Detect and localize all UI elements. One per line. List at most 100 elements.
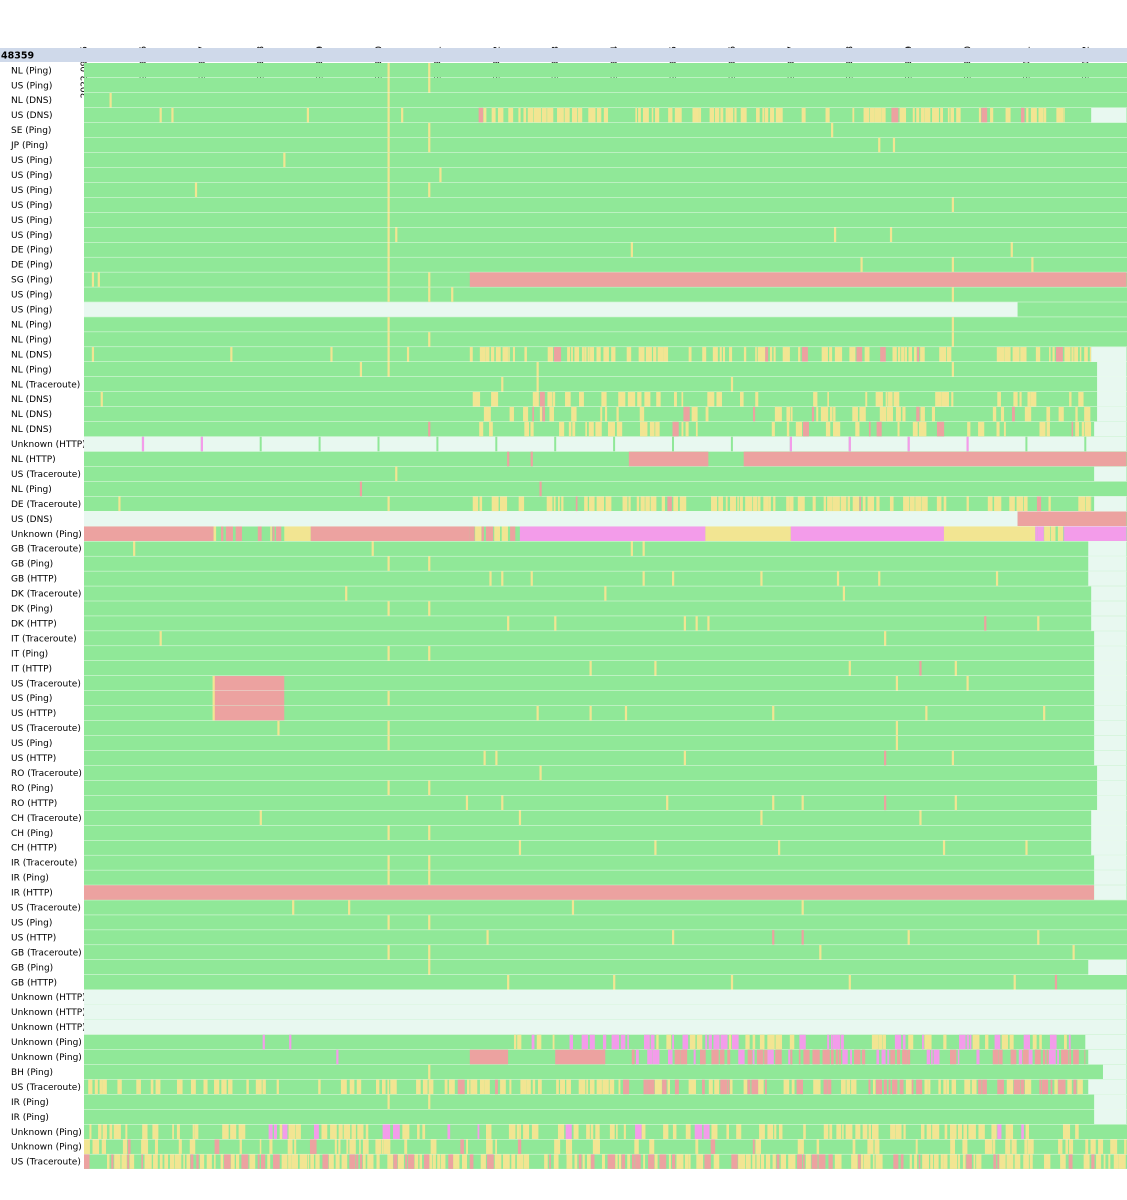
cell-stripe xyxy=(719,1049,725,1065)
row-label: US (Traceroute) xyxy=(11,1158,81,1168)
cell-stripe xyxy=(823,496,826,512)
cell-stripe xyxy=(789,1034,795,1050)
cell-stripe xyxy=(722,347,725,362)
cell-tick-warning xyxy=(1013,974,1016,990)
cell-stripe xyxy=(595,1124,600,1139)
cell-stripe xyxy=(849,347,856,362)
cell-stripe xyxy=(491,107,496,123)
cell-stripe xyxy=(900,1154,904,1169)
cell-stripe xyxy=(903,1124,906,1139)
cell-stripe xyxy=(936,421,945,437)
cell-stripe xyxy=(1005,1124,1014,1139)
cell-tick-warning xyxy=(666,795,669,811)
cell-tick-unknown xyxy=(200,436,203,452)
row-label: GB (Traceroute) xyxy=(11,948,82,958)
cell-stripe xyxy=(1050,1079,1053,1095)
cell-stripe xyxy=(950,1049,957,1065)
cell-stripe xyxy=(822,1049,830,1065)
cell-stripe xyxy=(931,406,935,422)
cell-tick-warning xyxy=(359,362,363,377)
cell-stripe xyxy=(246,1079,249,1095)
cell-no-data xyxy=(1094,720,1127,736)
cell-stripe xyxy=(996,347,1005,362)
cell-stripe xyxy=(460,1139,464,1154)
cell-stripe xyxy=(943,496,947,512)
cell-tick-warning xyxy=(819,945,822,960)
cell-stripe xyxy=(1027,391,1031,407)
cell-stripe xyxy=(622,496,628,512)
cell-stripe xyxy=(307,1154,310,1169)
cell-stripe xyxy=(1018,1049,1023,1065)
cell-stripe xyxy=(609,1124,615,1139)
cell-ok xyxy=(84,421,1127,437)
cell-stripe xyxy=(495,1079,498,1095)
cell-stripe xyxy=(192,1124,195,1139)
cell-stripe xyxy=(472,496,479,512)
cell-ok xyxy=(84,720,1127,736)
cell-stripe xyxy=(512,347,515,362)
cell-tick-warning xyxy=(630,541,633,556)
cell-stripe xyxy=(1006,1154,1014,1169)
cell-stripe xyxy=(1020,1079,1025,1095)
cell-stripe xyxy=(262,1079,266,1095)
row-label: US (Ping) xyxy=(11,694,52,704)
cell-stripe xyxy=(891,1079,898,1095)
cell-stripe xyxy=(144,1154,152,1169)
cell-ok xyxy=(84,661,1127,676)
cell-ok xyxy=(84,571,1127,586)
cell-stripe xyxy=(517,1139,522,1154)
cell-stripe xyxy=(718,496,724,512)
row-label: CH (Traceroute) xyxy=(11,814,82,824)
cell-ok xyxy=(84,1109,1127,1125)
cell-stripe xyxy=(375,1079,380,1095)
cell-stripe xyxy=(663,1124,669,1139)
cell-stripe xyxy=(537,1079,542,1095)
cell-stripe xyxy=(861,1049,866,1065)
cell-stripe xyxy=(511,1154,516,1169)
cell-stripe xyxy=(584,496,588,512)
cell-stripe xyxy=(1050,526,1056,541)
cell-stripe xyxy=(1004,347,1011,362)
cell-stripe xyxy=(490,347,495,362)
cell-stripe xyxy=(109,1124,113,1139)
cell-stripe xyxy=(949,1154,958,1169)
cell-ok xyxy=(259,436,262,452)
cell-stripe xyxy=(967,421,971,437)
cell-stripe xyxy=(484,1079,490,1095)
cell-stripe xyxy=(469,1154,474,1169)
cell-no-data xyxy=(1097,391,1127,407)
cell-unknown xyxy=(1064,526,1127,541)
cell-stripe xyxy=(567,347,571,362)
cell-no-data xyxy=(1097,765,1127,781)
cell-stripe xyxy=(564,107,570,123)
cell-tick-warning xyxy=(212,675,215,691)
cell-error xyxy=(743,451,1127,467)
cell-stripe xyxy=(174,1154,182,1169)
cell-stripe xyxy=(757,496,761,512)
cell-stripe xyxy=(467,1079,470,1095)
cell-tick-warning xyxy=(536,705,539,721)
cell-tick-warning xyxy=(439,167,442,183)
cell-stripe xyxy=(650,1034,655,1050)
cell-stripe xyxy=(1063,107,1065,123)
cell-no-data xyxy=(1094,675,1127,691)
cell-stripe xyxy=(691,406,698,422)
cell-stripe xyxy=(990,107,994,123)
cell-stripe xyxy=(765,1079,767,1095)
cell-stripe xyxy=(934,1154,939,1169)
cell-stripe xyxy=(129,1154,135,1169)
cell-stripe xyxy=(950,1139,956,1154)
cell-stripe xyxy=(695,1139,699,1154)
cell-stripe xyxy=(589,496,595,512)
cell-stripe xyxy=(588,107,596,123)
cell-stripe xyxy=(356,1079,362,1095)
row-label: BH (Ping) xyxy=(11,1068,53,1078)
cell-stripe xyxy=(827,1079,832,1095)
cell-tick-warning xyxy=(387,77,390,93)
cell-stripe xyxy=(720,107,724,123)
cell-stripe xyxy=(397,1154,404,1169)
cell-tick-warning xyxy=(465,795,469,811)
cell-tick-warning xyxy=(277,720,280,736)
cell-stripe xyxy=(1026,107,1029,123)
cell-stripe xyxy=(895,406,901,422)
